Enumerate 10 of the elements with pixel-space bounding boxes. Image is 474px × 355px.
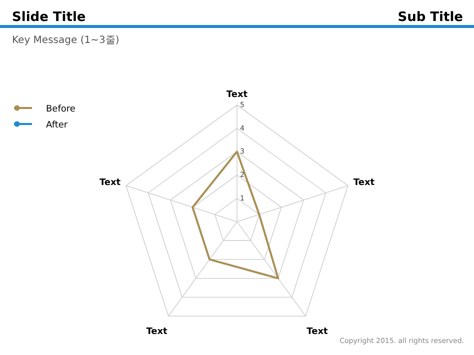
spoke-label: Text xyxy=(353,178,376,188)
spoke-label: Text xyxy=(306,326,328,337)
spoke-label: Text xyxy=(99,178,122,188)
chart-title: Slide Title xyxy=(12,10,86,25)
legend-label: After xyxy=(46,120,68,130)
spoke-label: Text xyxy=(146,326,168,337)
text: Sub Title xyxy=(398,10,464,25)
legend-label: Before xyxy=(46,104,76,114)
text: Key Message (1~3줄) xyxy=(12,35,120,46)
spoke-label: Text xyxy=(226,90,248,100)
